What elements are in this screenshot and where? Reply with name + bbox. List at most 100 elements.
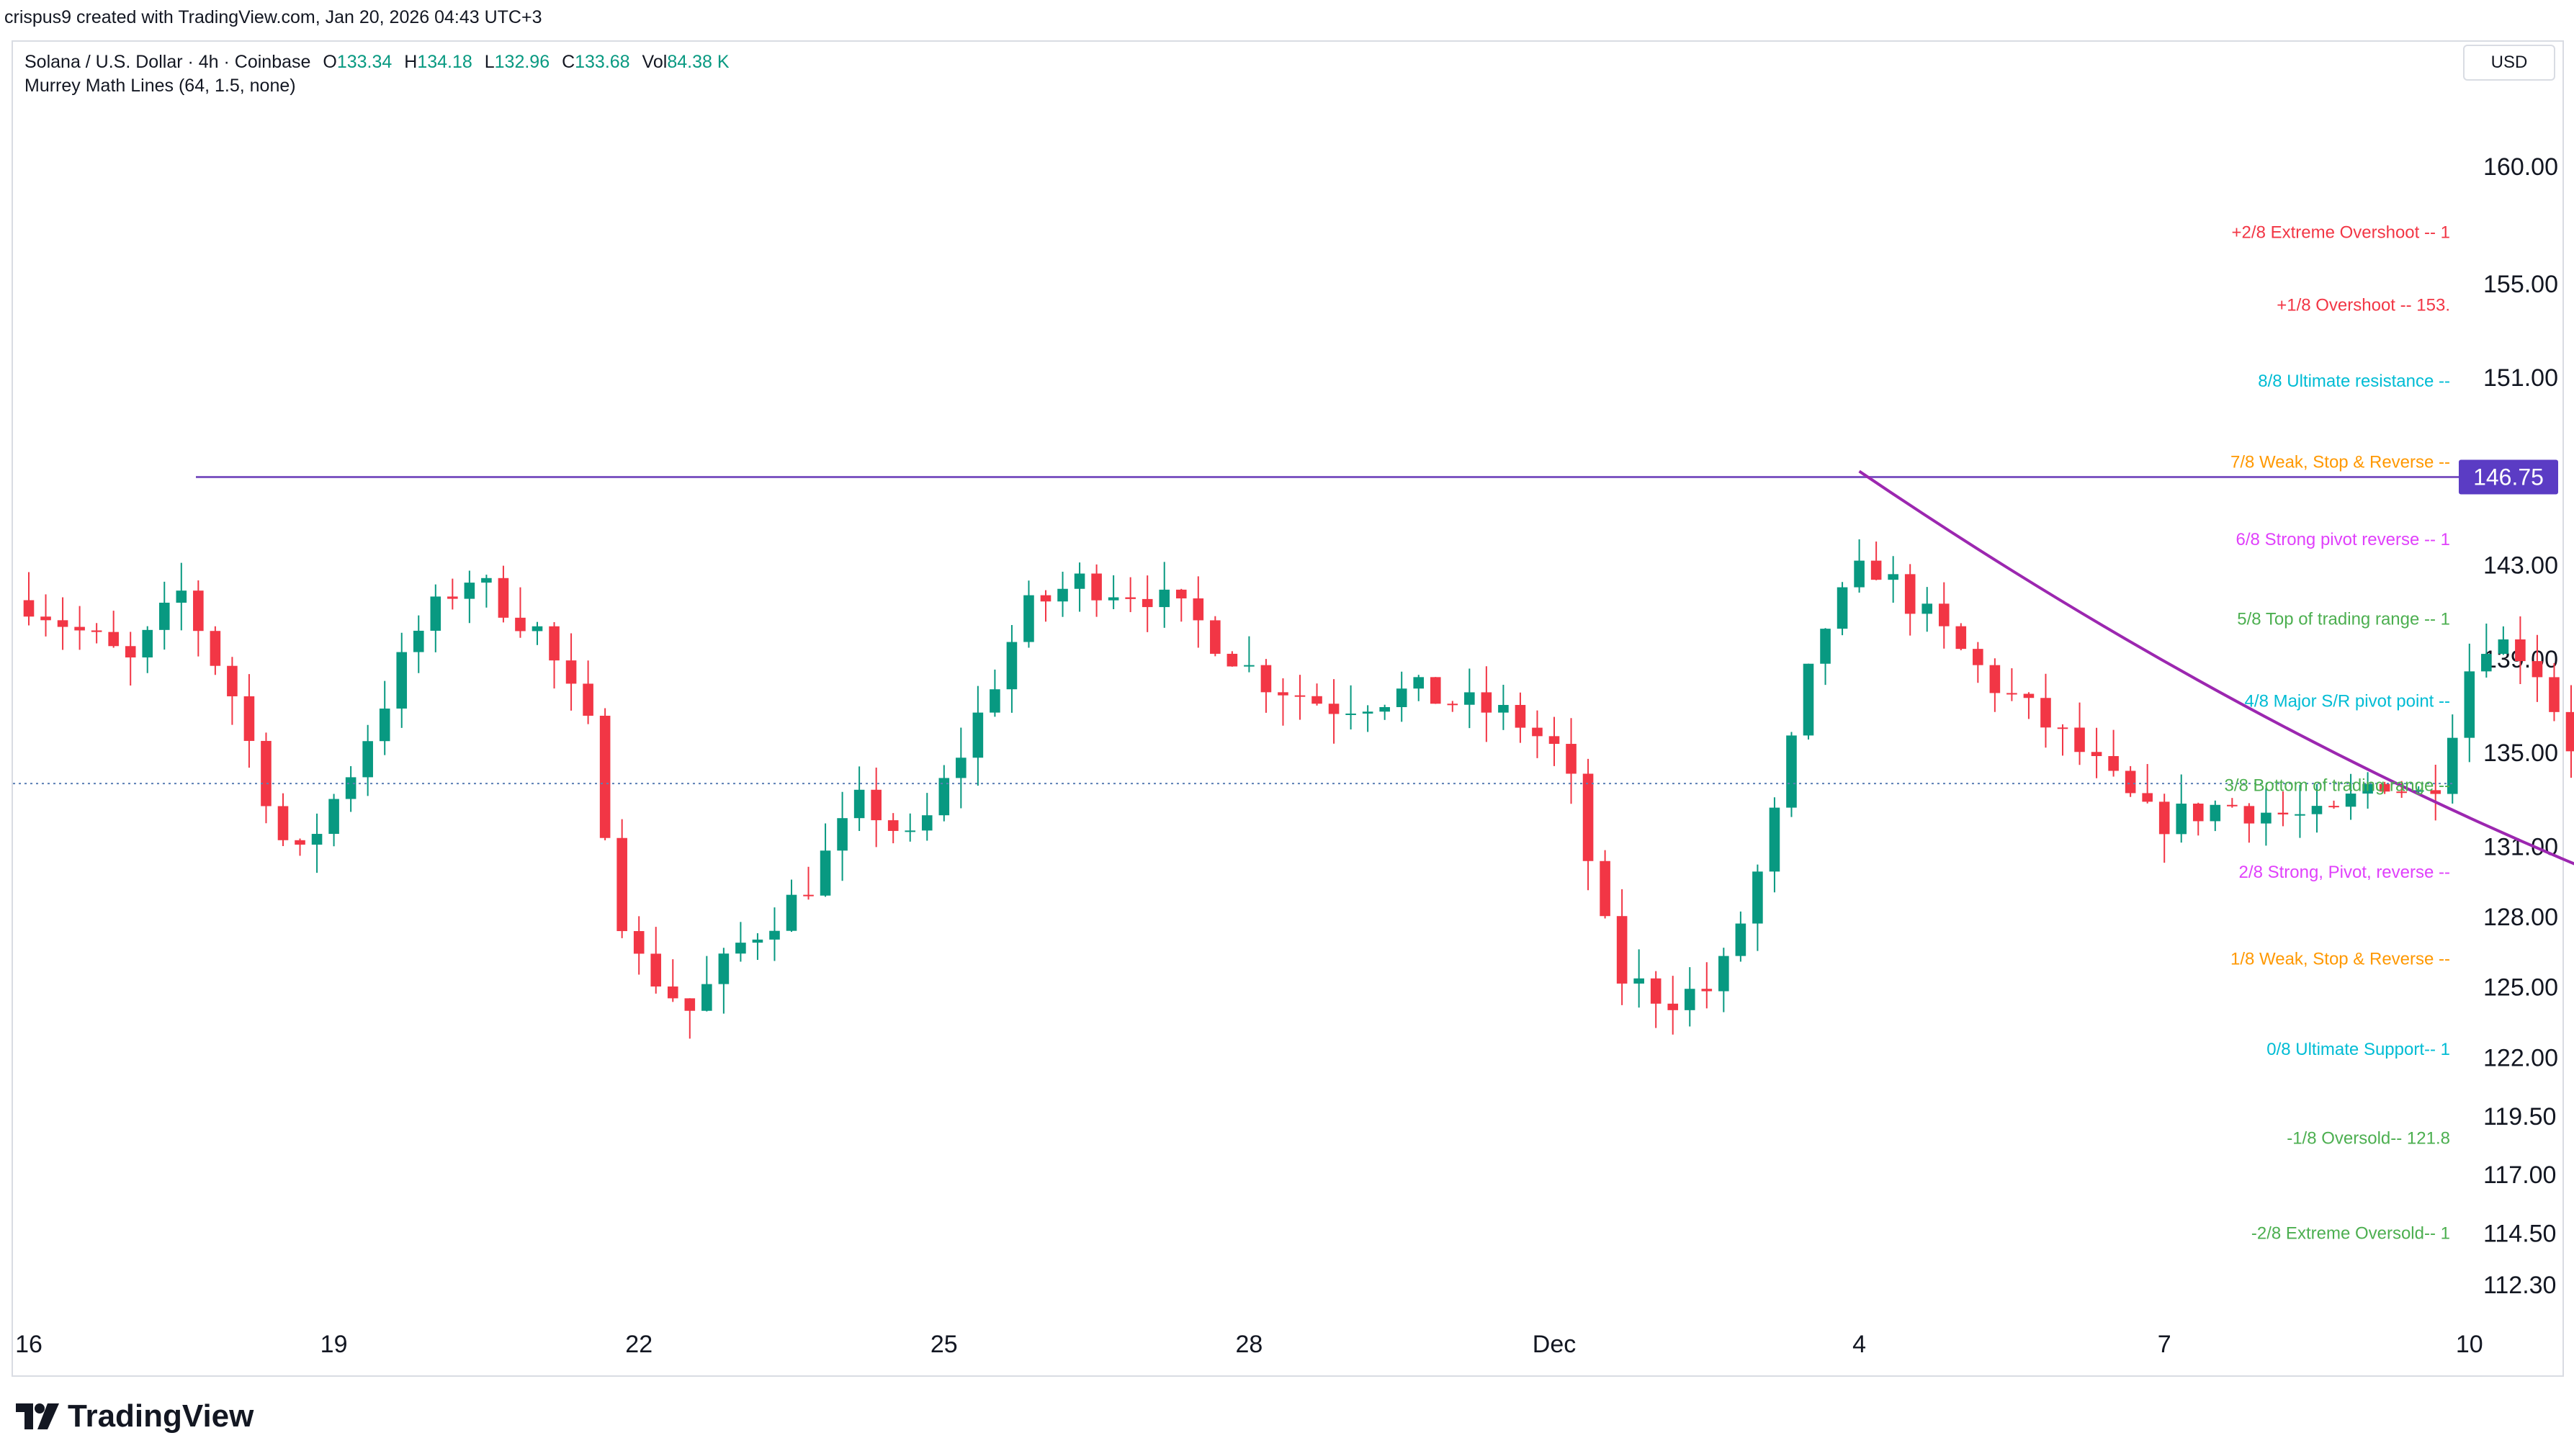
candle-body: [549, 626, 560, 661]
murrey-line-label: 2/8 Strong, Pivot, reverse --: [2239, 863, 2450, 882]
x-tick-label: 28: [1235, 1331, 1263, 1358]
candle-body: [1904, 574, 1916, 614]
y-tick-label: 160.00: [2483, 153, 2558, 181]
candle-body: [430, 596, 441, 631]
y-tick-label: 119.50: [2483, 1103, 2556, 1131]
candle-body: [2040, 698, 2051, 728]
candle-body: [938, 778, 950, 816]
candle-body: [718, 953, 730, 984]
murrey-line-label: 1/8 Weak, Stop & Reverse --: [2230, 950, 2450, 969]
candle-body: [1413, 677, 1425, 689]
candle-body: [1870, 560, 1882, 580]
candle-body: [413, 630, 424, 652]
candle-body: [2515, 639, 2526, 662]
murrey-line-label: -2/8 Extreme Oversold-- 1: [2251, 1224, 2450, 1244]
candle-body: [1464, 692, 1475, 705]
chart-credit-text: crispus9 created with TradingView.com, J…: [4, 7, 542, 27]
candle-body: [2481, 654, 2492, 672]
candle-body: [599, 715, 611, 838]
candle-body: [1498, 704, 1509, 713]
candle-body: [1718, 956, 1729, 992]
volume-value: 84.38 K: [667, 52, 730, 72]
candle-body: [362, 741, 373, 778]
candle-body: [74, 626, 85, 631]
candle-body: [2091, 752, 2102, 756]
price-tag-label: 146.75: [2473, 464, 2544, 490]
candle-body: [1193, 598, 1204, 621]
candle-body: [837, 818, 848, 851]
candle-body: [1108, 597, 1119, 601]
y-tick-label: 125.00: [2483, 974, 2558, 1002]
murrey-line-label: 6/8 Strong pivot reverse -- 1: [2236, 530, 2450, 549]
symbol-description[interactable]: Solana / U.S. Dollar · 4h · Coinbase: [24, 52, 311, 72]
candle-body: [701, 984, 712, 1011]
candle-body: [2023, 693, 2035, 698]
candle-body: [295, 840, 305, 845]
candle-body: [2345, 794, 2356, 807]
murrey-line-label: 3/8 Bottom of trading range --: [2225, 776, 2451, 796]
candle-body: [2227, 804, 2238, 806]
indicator-legend[interactable]: Murrey Math Lines (64, 1.5, none): [24, 76, 296, 96]
candle-body: [1973, 649, 1983, 665]
close-label: C: [562, 52, 575, 72]
candle-body: [786, 894, 797, 931]
tradingview-logo-icon: [16, 1403, 59, 1429]
currency-selector[interactable]: USD: [2463, 45, 2555, 81]
candle-body: [210, 631, 221, 666]
candle-body: [379, 709, 390, 742]
candle-body: [583, 683, 593, 716]
y-tick-label: 112.30: [2483, 1272, 2556, 1299]
candle-body: [1091, 573, 1102, 601]
candle-body: [1955, 626, 1967, 650]
candle-body: [1074, 573, 1085, 589]
candle-body: [1548, 736, 1560, 745]
candle-body: [1362, 711, 1373, 714]
candle-body: [396, 652, 408, 709]
x-tick-label: 4: [1852, 1331, 1866, 1358]
candle-body: [158, 602, 170, 630]
cup-curve: [1858, 469, 2574, 866]
tradingview-logo[interactable]: TradingView: [16, 1398, 254, 1434]
candle-body: [1244, 665, 1255, 667]
candle-body: [57, 620, 68, 627]
candle-body: [990, 689, 1000, 713]
high-label: H: [404, 52, 418, 72]
candle-body: [2006, 693, 2017, 695]
candle-body: [23, 600, 35, 617]
murrey-line-label: +2/8 Extreme Overshoot -- 1: [2232, 223, 2450, 242]
x-tick-label: 22: [625, 1331, 653, 1358]
candle-body: [2311, 806, 2323, 814]
x-tick-label: 16: [15, 1331, 42, 1358]
candle-body: [1379, 706, 1390, 712]
murrey-line-label: 7/8 Weak, Stop & Reverse --: [2230, 452, 2450, 472]
chart-legend: Solana / U.S. Dollar · 4h · Coinbase O13…: [24, 50, 730, 98]
open-value: 133.34: [336, 52, 393, 72]
x-tick-label: 7: [2158, 1331, 2171, 1358]
candle-body: [1989, 665, 2001, 693]
low-label: L: [484, 52, 495, 72]
murrey-line-label: -1/8 Oversold-- 121.8: [2287, 1129, 2450, 1149]
candle-body: [1650, 978, 1662, 1004]
candle-body: [1582, 773, 1594, 861]
open-label: O: [323, 52, 337, 72]
candle-body: [447, 596, 458, 599]
x-tick-label: 25: [931, 1331, 958, 1358]
candle-body: [2430, 790, 2441, 794]
candle-body: [735, 943, 746, 954]
candle-body: [972, 712, 984, 758]
candle-body: [464, 583, 475, 599]
candle-body: [1837, 587, 1848, 629]
candle-body: [125, 646, 136, 658]
y-tick-label: 143.00: [2483, 552, 2558, 580]
y-tick-label: 131.00: [2483, 833, 2558, 860]
candle-body: [2464, 671, 2475, 738]
candle-body: [261, 740, 272, 806]
candle-body: [2142, 793, 2153, 802]
candle-body: [871, 789, 882, 821]
candle-body: [2108, 755, 2119, 771]
candle-body: [1260, 665, 1272, 693]
chart-frame: [12, 40, 2564, 1377]
candle-body: [2413, 790, 2424, 792]
candle-body: [565, 660, 577, 684]
